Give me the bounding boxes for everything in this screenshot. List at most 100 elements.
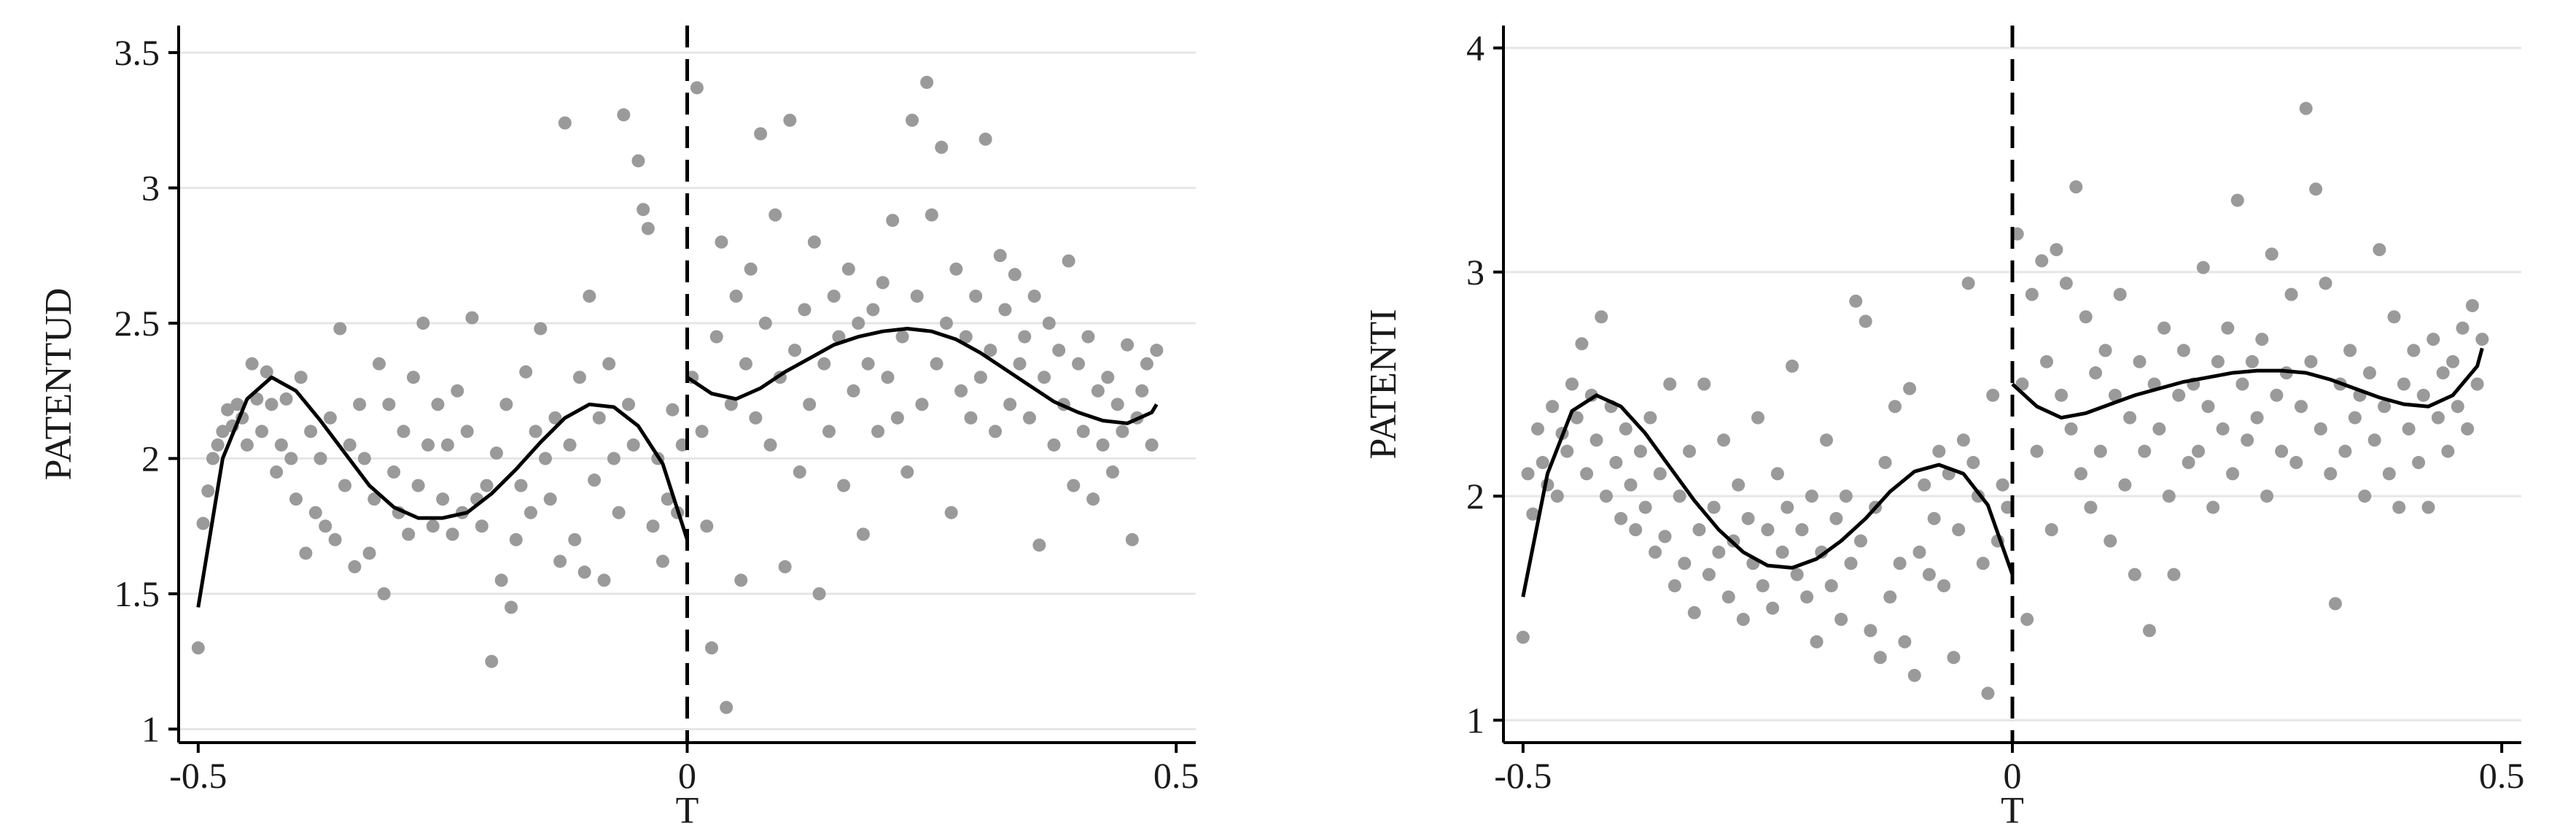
data-point-15 [265,398,279,411]
data-point-22 [1624,478,1638,492]
data-point-71 [539,452,553,465]
data-point-64 [1829,511,1843,525]
data-point-27 [323,411,337,425]
data-point-90 [631,154,645,168]
data-point-21 [1619,422,1633,436]
data-point-117 [2093,444,2107,458]
data-point-36 [367,492,381,506]
data-point-193 [2465,298,2479,312]
data-point-192 [2461,422,2475,436]
y-tick-label-3: 4 [1466,28,1484,69]
data-point-129 [827,289,841,303]
data-point-50 [436,492,450,506]
data-point-133 [847,384,860,398]
data-point-173 [2367,433,2381,447]
data-point-140 [2206,500,2220,514]
data-point-150 [930,357,943,371]
data-point-167 [2338,444,2352,458]
data-point-120 [2108,388,2122,402]
data-point-45 [1736,613,1750,627]
y-tick-label-1: 2 [1466,476,1484,516]
data-point-138 [871,425,885,438]
data-point-189 [1121,338,1135,352]
data-point-78 [572,371,586,384]
data-point-110 [734,573,748,587]
data-point-26 [1643,411,1657,425]
data-point-49 [1756,578,1770,592]
fit-line-right [686,327,1159,425]
data-point-93 [646,519,660,533]
data-point-10 [1565,377,1579,391]
data-point-173 [1042,317,1056,330]
data-point-190 [1125,533,1139,546]
data-point-171 [1032,538,1046,552]
data-point-86 [1937,578,1951,592]
data-point-35 [362,546,376,560]
data-point-66 [1839,489,1853,503]
data-point-85 [1932,444,1946,458]
data-point-25 [314,452,327,465]
data-point-195 [1150,344,1164,357]
data-point-158 [2294,400,2308,414]
data-point-20 [289,492,303,506]
data-point-140 [881,371,895,384]
data-point-121 [2113,287,2127,301]
data-point-65 [509,533,523,546]
data-point-1 [196,516,210,530]
data-point-5 [216,425,230,438]
data-point-130 [2157,321,2171,335]
data-point-12 [250,392,264,406]
data-point-78 [1898,635,1912,649]
data-point-148 [2245,355,2259,368]
data-point-30 [1663,377,1677,391]
data-point-18 [279,392,293,406]
data-point-21 [294,371,308,384]
data-point-24 [308,506,322,519]
data-point-105 [709,330,723,344]
data-point-151 [935,140,949,154]
data-point-145 [906,113,919,127]
data-point-177 [2387,310,2401,324]
data-point-36 [1692,523,1706,537]
data-point-59 [480,479,494,492]
data-point-24 [1633,444,1647,458]
data-point-120 [783,113,797,127]
data-point-85 [607,452,620,465]
data-point-51 [440,438,454,452]
data-point-193 [1140,357,1153,371]
data-point-174 [1047,438,1061,452]
data-point-156 [959,330,973,344]
data-point-142 [890,411,904,425]
data-point-159 [2299,101,2313,115]
data-point-55 [460,425,474,438]
data-point-53 [451,384,464,398]
data-point-75 [558,116,572,130]
data-point-178 [1067,479,1081,492]
data-point-6 [221,403,235,417]
data-point-84 [1927,511,1941,525]
data-point-113 [749,411,763,425]
data-point-11 [245,357,259,371]
data-point-3 [206,452,219,465]
data-point-31 [1668,578,1681,592]
data-point-80 [1907,668,1921,682]
data-point-92 [1966,456,1980,470]
data-point-6 [1546,400,1560,414]
data-point-98 [1996,478,2009,492]
data-point-162 [989,425,1003,438]
data-point-97 [666,403,680,417]
data-point-52 [445,527,459,541]
data-point-3 [1530,422,1544,436]
data-point-152 [2265,247,2279,261]
data-point-106 [2039,355,2053,368]
data-point-111 [2064,422,2078,436]
data-point-186 [1105,465,1119,479]
data-point-141 [2211,355,2225,368]
data-point-192 [1135,384,1149,398]
data-point-170 [1027,289,1041,303]
data-point-42 [1721,590,1735,604]
data-point-126 [812,587,826,600]
data-point-134 [852,317,865,330]
data-point-104 [705,641,719,655]
